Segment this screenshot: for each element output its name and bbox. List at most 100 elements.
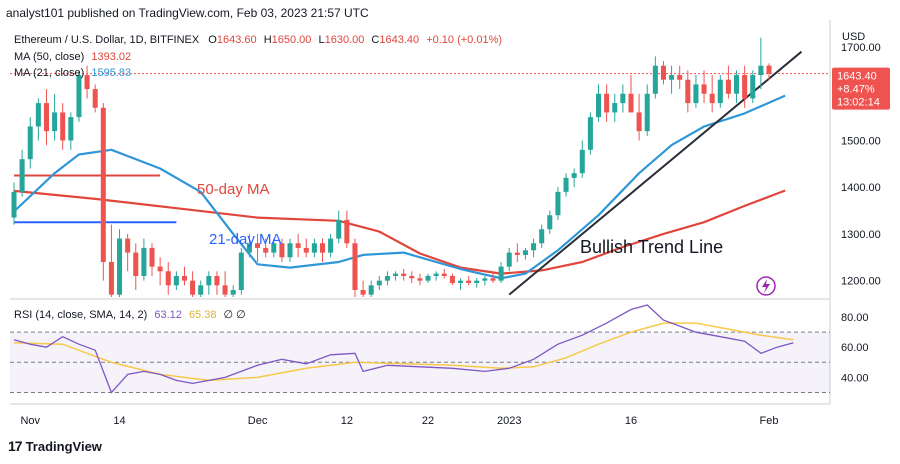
candle-body bbox=[498, 266, 504, 281]
candle-body bbox=[579, 149, 585, 174]
candle-body bbox=[76, 75, 82, 118]
candle-body bbox=[433, 273, 439, 276]
time-tick-label: Nov bbox=[20, 415, 40, 427]
candle-body bbox=[141, 247, 147, 276]
candle-body bbox=[92, 89, 98, 108]
candle-body bbox=[52, 112, 58, 132]
axes: USD1200.001300.001400.001500.001600.0017… bbox=[20, 31, 890, 427]
candle-body bbox=[19, 159, 25, 192]
candle-body bbox=[352, 243, 358, 290]
candle-body bbox=[328, 238, 334, 253]
candle-body bbox=[344, 219, 350, 244]
time-tick-label: Feb bbox=[760, 415, 779, 427]
candle-body bbox=[766, 65, 772, 74]
legend-ma50-value: 1393.02 bbox=[91, 51, 132, 63]
candle-body bbox=[246, 243, 252, 253]
candle-body bbox=[417, 278, 423, 281]
indicator-lines bbox=[13, 50, 803, 296]
rsi-tick-label: 60.00 bbox=[841, 342, 869, 354]
candle-body bbox=[287, 243, 293, 258]
annotation-ma50: 50-day MA bbox=[197, 181, 270, 198]
price-badge bbox=[832, 67, 890, 110]
price-tick-label: 1200.00 bbox=[841, 276, 881, 288]
candle-body bbox=[677, 75, 683, 80]
time-tick-label: 12 bbox=[341, 415, 353, 427]
candle-body bbox=[165, 271, 171, 286]
legend-low: 1630.00 bbox=[324, 34, 365, 46]
candle-body bbox=[295, 243, 301, 248]
candle-body bbox=[709, 93, 715, 104]
candle-body bbox=[133, 252, 139, 276]
candle-body bbox=[173, 275, 179, 286]
legend-symbol-line: Ethereum / U.S. Dollar, 1D, BITFINEX O16… bbox=[14, 34, 502, 46]
candle-body bbox=[190, 280, 196, 295]
rsi-tick-label: 80.00 bbox=[841, 312, 869, 324]
candle-body bbox=[620, 93, 626, 104]
legend-rsi-label: RSI (14, close, SMA, 14, 2) bbox=[14, 309, 148, 321]
rsi-tick-label: 40.00 bbox=[841, 372, 869, 384]
candle-body bbox=[393, 273, 399, 276]
annotation-ma21: 21-day MA bbox=[209, 231, 282, 248]
candle-body bbox=[222, 285, 228, 295]
candle-body bbox=[271, 243, 277, 253]
candle-body bbox=[157, 266, 163, 272]
candle-body bbox=[149, 247, 155, 267]
tradingview-logo-icon: 17 bbox=[8, 438, 23, 454]
legend-ma50: MA (50, close) 1393.02 bbox=[14, 51, 131, 63]
candle-body bbox=[514, 252, 520, 255]
time-tick-label: Dec bbox=[248, 415, 268, 427]
legend-ma21: MA (21, close) 1595.83 bbox=[14, 67, 131, 79]
candle-body bbox=[490, 278, 496, 281]
candle-body bbox=[255, 243, 261, 248]
candle-body bbox=[539, 229, 545, 244]
ma21-line bbox=[13, 94, 786, 280]
candle-body bbox=[425, 275, 431, 281]
candle-body bbox=[742, 75, 748, 99]
candle-body bbox=[279, 243, 285, 258]
currency-label: USD bbox=[842, 31, 865, 43]
annotation-trend-line: Bullish Trend Line bbox=[580, 237, 723, 257]
candle-body bbox=[336, 219, 342, 239]
candle-body bbox=[263, 247, 269, 253]
legend-rsi: RSI (14, close, SMA, 14, 2) 63.12 65.38 … bbox=[14, 308, 246, 321]
tradingview-logo[interactable]: 17 TradingView bbox=[8, 438, 102, 454]
candle-body bbox=[628, 93, 634, 113]
candle-body bbox=[238, 252, 244, 290]
candles bbox=[11, 37, 772, 297]
candle-body bbox=[474, 280, 480, 283]
candle-body bbox=[449, 275, 455, 283]
candle-body bbox=[457, 280, 464, 283]
candle-body bbox=[669, 75, 675, 80]
candle-body bbox=[43, 103, 49, 132]
candle-body bbox=[11, 191, 17, 218]
candle-body bbox=[35, 103, 41, 127]
chart-grid bbox=[10, 20, 831, 405]
candle-body bbox=[595, 93, 602, 118]
candle-body bbox=[198, 285, 204, 295]
candle-body bbox=[409, 275, 415, 279]
candle-body bbox=[644, 93, 650, 132]
candle-body bbox=[701, 84, 707, 94]
candle-body bbox=[725, 79, 731, 94]
candle-body bbox=[547, 215, 553, 230]
candle-body bbox=[571, 173, 577, 178]
price-tick-label: 1700.00 bbox=[841, 42, 881, 54]
legend-ma21-label: MA (21, close) bbox=[14, 67, 85, 79]
candle-body bbox=[376, 280, 382, 286]
candle-body bbox=[27, 126, 33, 160]
legend-low-label: L bbox=[318, 34, 325, 46]
price-badge-time: 13:02:14 bbox=[837, 97, 880, 109]
time-tick-label: 2023 bbox=[497, 415, 521, 427]
legend-ma50-label: MA (50, close) bbox=[14, 51, 85, 63]
candle-body bbox=[717, 79, 723, 104]
candle-body bbox=[230, 289, 236, 295]
time-tick-label: 22 bbox=[422, 415, 434, 427]
ma50-line bbox=[13, 189, 786, 275]
price-tick-label: 1300.00 bbox=[841, 229, 881, 241]
candle-body bbox=[506, 252, 512, 267]
candle-body bbox=[401, 273, 407, 276]
candle-body bbox=[181, 275, 188, 281]
annotations: 50-day MA 21-day MA Bullish Trend Line bbox=[197, 181, 776, 296]
candle-body bbox=[100, 107, 106, 262]
